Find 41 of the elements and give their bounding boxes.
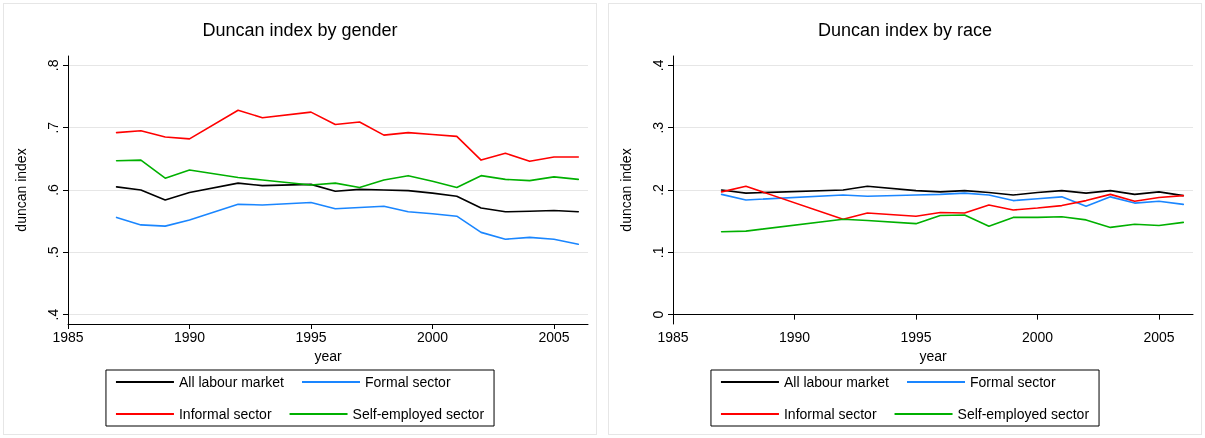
x-tick-label: 2000 <box>1021 329 1054 345</box>
line-series <box>720 185 1185 221</box>
legend-label: Informal sector <box>178 406 272 422</box>
y-tick-label: .4 <box>650 59 666 72</box>
chart-title: Duncan index by gender <box>202 20 398 40</box>
x-tick-label: 1995 <box>295 329 327 345</box>
line-series <box>115 201 580 246</box>
x-tick-label: 2000 <box>416 329 449 345</box>
y-tick-label: .1 <box>650 246 666 259</box>
y-axis-title: duncan index <box>618 148 634 232</box>
x-tick-label: 1985 <box>52 329 84 345</box>
y-tick-label: .6 <box>45 183 61 196</box>
x-tick-label: 1990 <box>778 329 811 345</box>
x-tick-label: 1995 <box>900 329 932 345</box>
line-series <box>720 192 1185 207</box>
x-tick-label: 2005 <box>538 329 570 345</box>
y-tick-label: .7 <box>45 121 61 134</box>
y-tick-label: .5 <box>45 246 61 259</box>
line-series <box>115 109 580 163</box>
legend-label: All labour market <box>783 374 890 390</box>
chart-title: Duncan index by race <box>817 20 993 40</box>
x-axis-title: year <box>314 347 342 364</box>
x-axis-title: year <box>919 347 947 364</box>
y-axis-title: duncan index <box>13 148 29 232</box>
legend-label: Formal sector <box>365 374 451 390</box>
line-series <box>720 214 1185 233</box>
y-tick-label: .3 <box>650 121 666 134</box>
x-tick-label: 1990 <box>173 329 206 345</box>
legend-label: Self-employed sector <box>957 406 1090 422</box>
legend-label: All labour market <box>178 374 285 390</box>
y-tick-label: .8 <box>45 59 61 72</box>
line-series <box>115 182 580 213</box>
y-tick-label: .4 <box>45 308 61 321</box>
legend-label: Informal sector <box>783 406 877 422</box>
legend-label: Self-employed sector <box>352 406 485 422</box>
line-series <box>115 159 580 189</box>
x-tick-label: 1985 <box>657 329 689 345</box>
y-tick-label: .2 <box>650 183 666 196</box>
x-tick-label: 2005 <box>1143 329 1175 345</box>
legend-label: Formal sector <box>970 374 1056 390</box>
y-tick-label: 0 <box>650 310 666 319</box>
